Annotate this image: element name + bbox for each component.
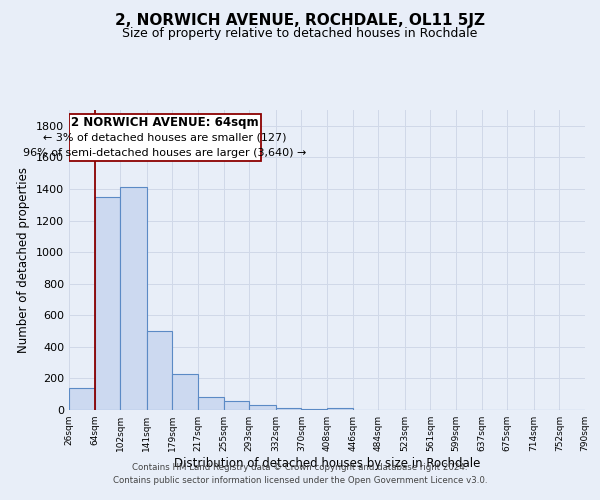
- Text: ← 3% of detached houses are smaller (127): ← 3% of detached houses are smaller (127…: [43, 132, 287, 142]
- X-axis label: Distribution of detached houses by size in Rochdale: Distribution of detached houses by size …: [174, 457, 480, 470]
- Bar: [146, 331, 172, 410]
- Text: Contains public sector information licensed under the Open Government Licence v3: Contains public sector information licen…: [113, 476, 487, 485]
- Text: 2 NORWICH AVENUE: 64sqm: 2 NORWICH AVENUE: 64sqm: [71, 116, 259, 129]
- Bar: [121, 188, 146, 410]
- Text: 96% of semi-detached houses are larger (3,640) →: 96% of semi-detached houses are larger (…: [23, 148, 307, 158]
- Text: Contains HM Land Registry data © Crown copyright and database right 2024.: Contains HM Land Registry data © Crown c…: [132, 464, 468, 472]
- Bar: [69, 388, 95, 410]
- FancyBboxPatch shape: [69, 114, 261, 162]
- Bar: [198, 396, 224, 410]
- Text: Size of property relative to detached houses in Rochdale: Size of property relative to detached ho…: [122, 28, 478, 40]
- Bar: [250, 406, 275, 410]
- Bar: [301, 409, 327, 410]
- Bar: [172, 374, 198, 410]
- Y-axis label: Number of detached properties: Number of detached properties: [17, 167, 31, 353]
- Bar: [95, 197, 121, 410]
- Bar: [224, 402, 250, 410]
- Bar: [275, 408, 301, 410]
- Bar: [327, 408, 353, 410]
- Text: 2, NORWICH AVENUE, ROCHDALE, OL11 5JZ: 2, NORWICH AVENUE, ROCHDALE, OL11 5JZ: [115, 12, 485, 28]
